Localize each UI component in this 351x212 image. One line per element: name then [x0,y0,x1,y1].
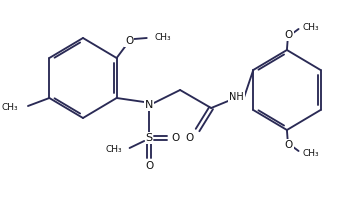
Text: CH₃: CH₃ [303,148,319,158]
Text: O: O [285,140,293,150]
Text: O: O [125,36,133,46]
Text: CH₃: CH₃ [154,32,171,42]
Text: O: O [186,133,194,143]
Text: CH₃: CH₃ [303,22,319,32]
Text: O: O [285,30,293,40]
Text: O: O [171,133,179,143]
Text: CH₃: CH₃ [105,145,122,153]
Text: N: N [145,100,153,110]
Text: S: S [145,133,153,143]
Text: O: O [145,161,153,171]
Text: CH₃: CH₃ [2,102,18,112]
Text: NH: NH [229,92,244,102]
